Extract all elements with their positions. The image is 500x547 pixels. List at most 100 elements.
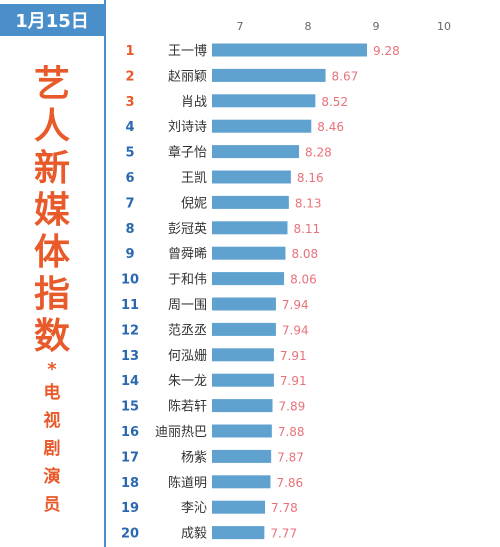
rank-label: 1	[125, 44, 134, 59]
rank-label: 11	[121, 298, 139, 313]
category-label: 王凯	[181, 171, 207, 186]
rank-label: 19	[121, 501, 139, 516]
rank-label: 12	[121, 323, 139, 338]
title-char: 人	[33, 106, 70, 147]
category-label: 迪丽热巴	[155, 425, 207, 440]
category-label: 倪妮	[181, 196, 207, 211]
left-panel: 1月15日 艺 人 新 媒 体 指 数 * 电 视 剧 演 员	[0, 0, 106, 547]
rank-label: 10	[121, 273, 139, 288]
rank-label: 5	[125, 146, 134, 161]
value-label: 7.86	[276, 476, 303, 490]
value-label: 7.78	[271, 501, 298, 515]
category-label: 杨紫	[181, 450, 207, 465]
bar	[212, 195, 289, 209]
bar	[212, 43, 368, 57]
bar	[212, 246, 286, 260]
value-label: 7.87	[277, 450, 304, 464]
bar	[212, 500, 266, 514]
bar	[212, 68, 326, 82]
value-label: 8.52	[321, 95, 348, 109]
subtitle-char: 员	[43, 495, 61, 515]
value-label: 8.08	[291, 247, 318, 261]
asterisk-mark: *	[47, 359, 57, 380]
category-label: 肖战	[181, 95, 207, 110]
bar	[212, 221, 288, 235]
bar	[212, 297, 276, 311]
category-label: 彭冠英	[168, 222, 207, 237]
bar	[212, 170, 291, 184]
category-label: 何泓姗	[168, 348, 207, 364]
bar	[212, 272, 285, 286]
category-label: 陈道明	[168, 475, 207, 491]
value-label: 8.67	[332, 69, 359, 83]
value-label: 7.94	[282, 298, 309, 312]
category-label: 陈若轩	[168, 399, 207, 415]
rank-label: 13	[121, 349, 139, 364]
category-label: 王一博	[168, 44, 207, 59]
title-char: 艺	[33, 64, 70, 105]
rank-label: 9	[125, 247, 134, 262]
value-label: 8.11	[293, 222, 320, 236]
value-label: 8.06	[290, 273, 317, 287]
rank-label: 14	[121, 374, 139, 389]
value-label: 8.28	[305, 146, 332, 160]
rank-label: 3	[125, 95, 134, 110]
title-char: 体	[33, 232, 70, 273]
category-label: 曾舜晞	[168, 247, 207, 262]
date-badge: 1月15日	[0, 4, 104, 36]
category-label: 成毅	[181, 526, 207, 542]
category-label: 章子怡	[168, 145, 207, 161]
value-label: 7.89	[279, 400, 306, 414]
value-label: 8.13	[295, 196, 322, 210]
category-label: 于和伟	[168, 273, 207, 288]
value-label: 7.77	[270, 527, 297, 541]
rank-label: 7	[125, 196, 134, 211]
bar	[212, 526, 265, 540]
rank-label: 8	[125, 222, 134, 237]
title-char: 新	[33, 148, 70, 189]
x-tick-label: 7	[237, 20, 244, 33]
value-label: 7.91	[280, 349, 307, 363]
rank-label: 2	[125, 69, 134, 84]
rank-label: 6	[125, 171, 134, 186]
value-label: 7.91	[280, 374, 307, 388]
x-tick-label: 9	[373, 20, 380, 33]
bar	[212, 449, 272, 463]
value-label: 8.46	[317, 120, 344, 134]
bar	[212, 145, 300, 159]
category-label: 周一围	[168, 298, 207, 313]
x-tick-label: 10	[437, 20, 451, 33]
value-label: 7.88	[278, 425, 305, 439]
rank-label: 18	[121, 476, 139, 491]
bar	[212, 348, 274, 362]
category-label: 范丞丞	[168, 323, 207, 338]
category-label: 朱一龙	[168, 374, 207, 389]
rank-label: 20	[121, 527, 139, 542]
rank-label: 17	[121, 450, 139, 465]
subtitle-char: 剧	[43, 439, 61, 459]
bar	[212, 119, 312, 133]
category-label: 李沁	[181, 501, 207, 516]
value-label: 9.28	[373, 44, 400, 58]
title-char: 指	[33, 274, 70, 315]
category-label: 刘诗诗	[168, 120, 207, 135]
title-char: 数	[33, 316, 70, 357]
rank-label: 15	[121, 400, 139, 415]
subtitle-char: 电	[43, 383, 61, 403]
category-label: 赵丽颖	[168, 69, 207, 84]
bar	[212, 399, 273, 413]
subtitle-char: 演	[43, 467, 61, 487]
rank-label: 4	[125, 120, 134, 135]
subtitle-char: 视	[43, 411, 61, 431]
value-label: 8.16	[297, 171, 324, 185]
bar	[212, 322, 276, 336]
chart-title: 艺 人 新 媒 体 指 数 * 电 视 剧 演 员	[0, 64, 104, 518]
bar	[212, 373, 274, 387]
bar	[212, 475, 271, 489]
value-label: 7.94	[282, 323, 309, 337]
bar	[212, 94, 316, 108]
rank-label: 16	[121, 425, 139, 440]
title-char: 媒	[33, 190, 70, 231]
bar	[212, 424, 272, 438]
